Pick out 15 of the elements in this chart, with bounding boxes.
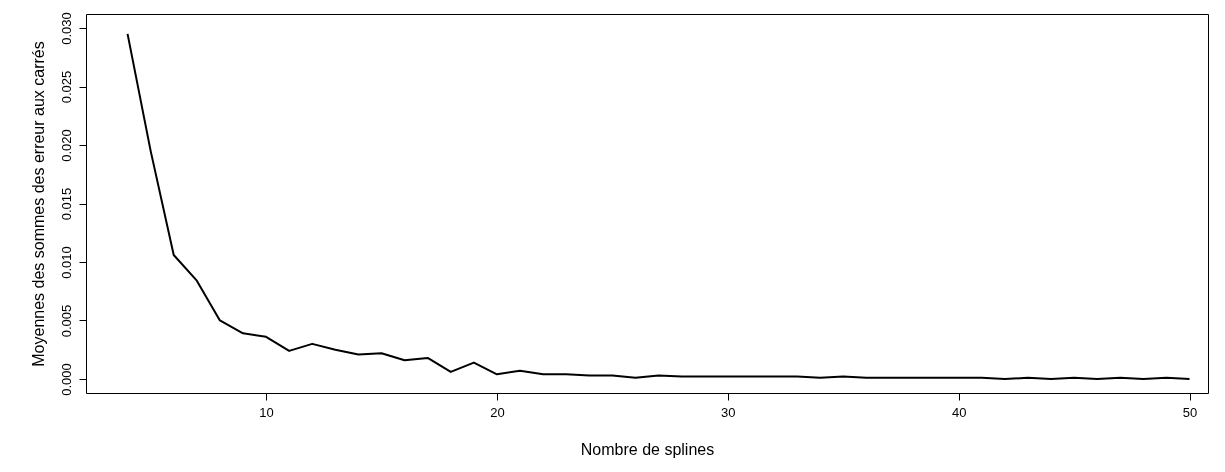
y-tick-label: 0.000: [58, 363, 74, 396]
x-tick-label: 50: [1182, 404, 1198, 420]
y-axis-title: Moyennes des sommes des erreur aux carrés: [29, 41, 47, 367]
y-tick-label: 0.020: [58, 129, 74, 162]
y-tick-label: 0.025: [58, 70, 74, 104]
y-tick-label: 0.015: [58, 187, 74, 221]
x-tick-label: 30: [721, 404, 736, 420]
x-tick-label: 10: [259, 404, 274, 420]
x-tick-label: 20: [490, 404, 505, 420]
x-axis-title: Nombre de splines: [580, 440, 715, 458]
line-series: [126, 32, 1191, 380]
y-tick-label: 0.030: [58, 12, 74, 45]
y-tick-label: 0.005: [58, 304, 74, 338]
x-tick-label: 40: [951, 404, 967, 420]
y-tick-label: 0.010: [58, 246, 74, 279]
